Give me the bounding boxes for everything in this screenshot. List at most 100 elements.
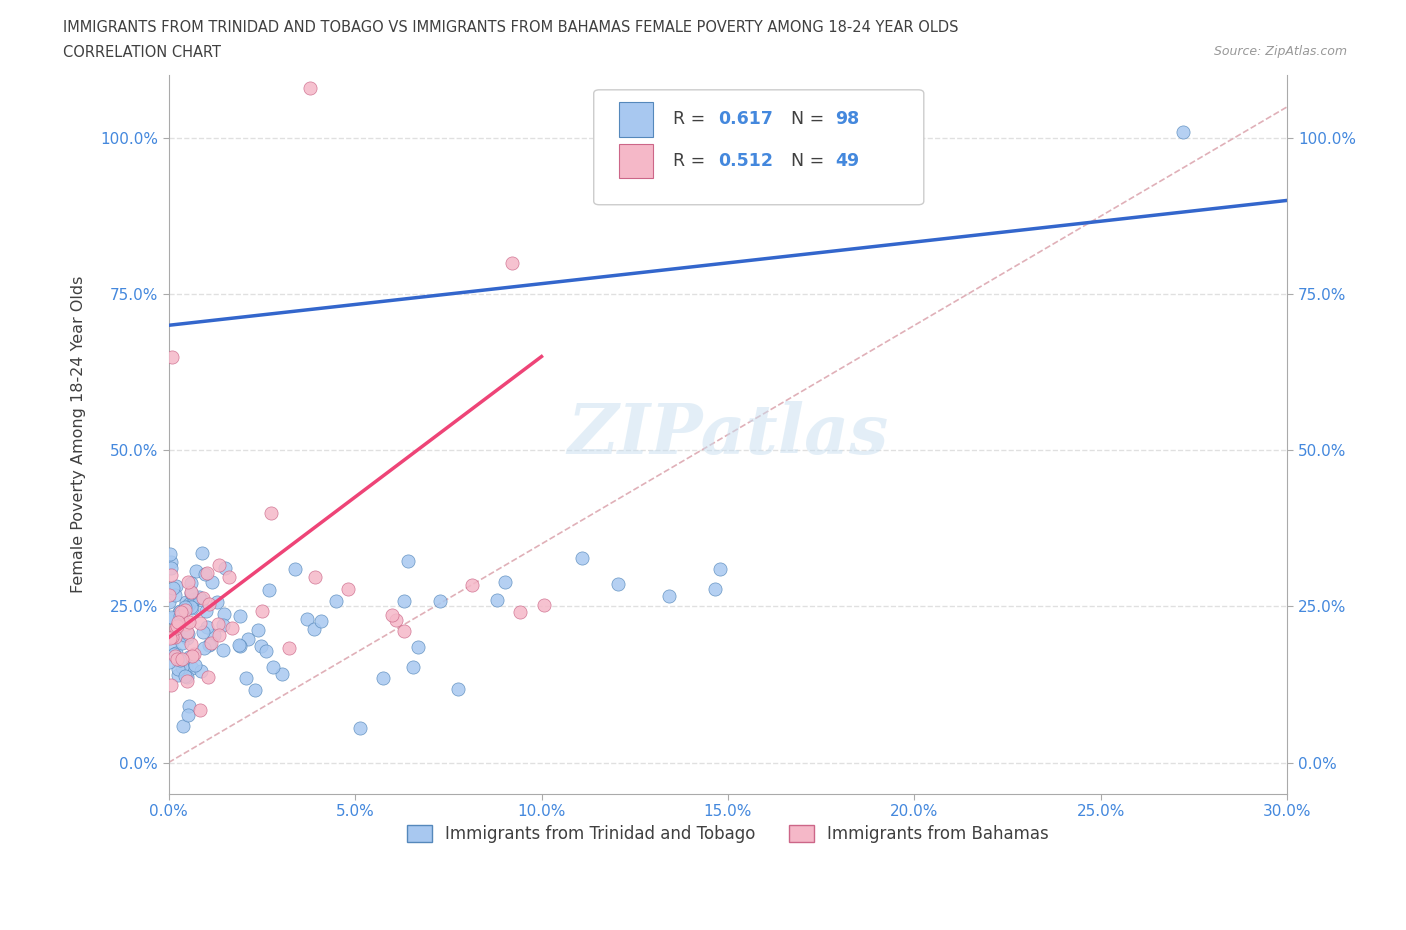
Point [183, 646, 205, 661]
Point [262, 659, 284, 674]
Point [177, 596, 200, 611]
Point [191, 591, 214, 605]
Point [172, 651, 194, 666]
Point [180, 661, 202, 676]
Point [160, 678, 183, 693]
Text: 98: 98 [835, 111, 859, 128]
Point [250, 639, 273, 654]
Point [260, 506, 283, 521]
Point [229, 638, 252, 653]
Point [172, 719, 194, 734]
Point [159, 560, 181, 575]
Point [509, 604, 531, 619]
Point [194, 567, 217, 582]
Point [212, 606, 235, 621]
Point [205, 594, 228, 609]
Point [198, 637, 221, 652]
Point [159, 546, 181, 561]
Point [195, 619, 218, 634]
Text: R =: R = [673, 111, 711, 128]
Point [176, 600, 198, 615]
Point [174, 617, 197, 631]
Point [188, 703, 211, 718]
Point [501, 256, 523, 271]
Point [176, 670, 198, 684]
Point [336, 582, 359, 597]
Point [607, 577, 630, 591]
Point [169, 609, 191, 624]
Point [184, 564, 207, 578]
Point [177, 614, 200, 629]
Point [162, 580, 184, 595]
Point [200, 635, 222, 650]
Point [180, 600, 202, 615]
Point [170, 635, 193, 650]
Point [172, 616, 194, 631]
Point [167, 667, 190, 682]
Point [172, 607, 194, 622]
Point [176, 625, 198, 640]
Point [278, 640, 301, 655]
Point [160, 609, 183, 624]
Point [198, 597, 221, 612]
Point [271, 666, 294, 681]
Point [166, 626, 188, 641]
Point [284, 562, 307, 577]
Point [162, 349, 184, 364]
Point [447, 682, 470, 697]
Legend: Immigrants from Trinidad and Tobago, Immigrants from Bahamas: Immigrants from Trinidad and Tobago, Imm… [401, 818, 1056, 850]
Point [207, 617, 229, 631]
Point [396, 553, 419, 568]
Text: CORRELATION CHART: CORRELATION CHART [63, 45, 221, 60]
Text: 0.512: 0.512 [718, 152, 773, 170]
Point [174, 628, 197, 643]
Point [250, 603, 273, 618]
Point [486, 592, 509, 607]
Point [157, 655, 180, 670]
Point [533, 598, 555, 613]
Point [180, 585, 202, 600]
Point [183, 591, 205, 606]
Point [243, 683, 266, 698]
Point [191, 624, 214, 639]
Point [166, 618, 188, 633]
Point [1171, 125, 1194, 140]
Point [218, 570, 240, 585]
Point [176, 673, 198, 688]
Point [190, 663, 212, 678]
Point [238, 631, 260, 646]
Point [169, 604, 191, 618]
Point [174, 669, 197, 684]
Point [184, 658, 207, 672]
Point [208, 628, 231, 643]
Text: Source: ZipAtlas.com: Source: ZipAtlas.com [1213, 45, 1347, 58]
Point [162, 610, 184, 625]
Point [221, 621, 243, 636]
Point [167, 662, 190, 677]
Point [309, 614, 332, 629]
Point [160, 630, 183, 644]
Point [173, 600, 195, 615]
Point [228, 637, 250, 652]
Point [214, 560, 236, 575]
Point [201, 575, 224, 590]
Point [187, 590, 209, 604]
Text: ZIPatlas: ZIPatlas [568, 401, 889, 469]
Point [170, 604, 193, 619]
FancyBboxPatch shape [620, 102, 652, 137]
Point [176, 627, 198, 642]
Point [157, 588, 180, 603]
Point [179, 650, 201, 665]
Point [160, 567, 183, 582]
Point [166, 615, 188, 630]
Point [392, 624, 415, 639]
Point [198, 638, 221, 653]
Point [658, 588, 681, 603]
FancyBboxPatch shape [593, 90, 924, 205]
Point [163, 647, 186, 662]
Point [165, 578, 187, 593]
Point [174, 660, 197, 675]
Point [177, 575, 200, 590]
Point [188, 616, 211, 631]
Point [571, 550, 593, 565]
